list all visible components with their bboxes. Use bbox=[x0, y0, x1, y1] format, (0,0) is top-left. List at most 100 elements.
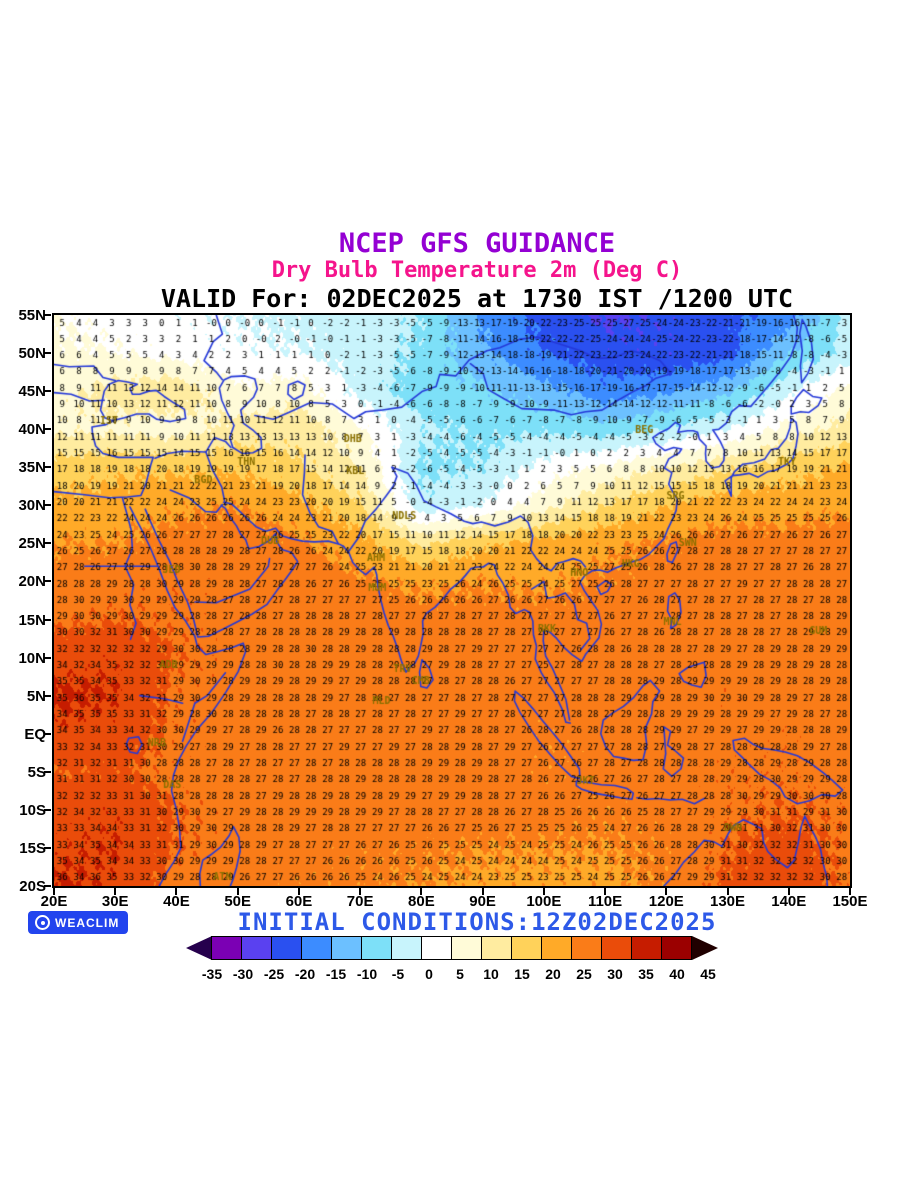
colorbar-segment bbox=[451, 936, 482, 960]
lon-tick-mark bbox=[665, 888, 668, 895]
lon-tick-mark bbox=[604, 888, 607, 895]
colorbar-tick-label: 0 bbox=[425, 966, 433, 982]
colorbar-tick-label: 45 bbox=[700, 966, 716, 982]
lat-tick-label: 5S bbox=[27, 763, 46, 781]
colorbar-segment bbox=[511, 936, 542, 960]
colorbar-tick-label: 30 bbox=[607, 966, 623, 982]
colorbar-tick-label: -10 bbox=[356, 966, 378, 982]
lat-tick-label: 40N bbox=[18, 421, 46, 439]
lat-tick-label: 55N bbox=[18, 307, 46, 324]
colorbar: -35 -30 -25 -20 -15 -10 -5 0 5 10 15 20 25 30 35 40 45 bbox=[186, 936, 734, 988]
lon-tick-mark bbox=[236, 888, 239, 895]
colorbar-segment bbox=[571, 936, 602, 960]
lon-tick-label: 50E bbox=[224, 893, 252, 910]
copyright-circle-icon bbox=[35, 915, 50, 930]
colorbar-tick-label: 20 bbox=[545, 966, 561, 982]
colorbar-below-arrow bbox=[186, 936, 212, 960]
colorbar-tick-label: 35 bbox=[638, 966, 654, 982]
lon-tick-mark bbox=[420, 888, 423, 895]
lon-tick-label: 20E bbox=[40, 893, 68, 910]
colorbar-segment bbox=[481, 936, 512, 960]
colorbar-tick-label: 15 bbox=[514, 966, 530, 982]
lat-tick-mark bbox=[44, 885, 51, 887]
lat-tick-mark bbox=[44, 466, 51, 469]
lat-tick-mark bbox=[44, 846, 51, 849]
weaclim-logo-badge: WEACLIM bbox=[28, 911, 129, 934]
lat-tick-mark bbox=[44, 732, 51, 735]
colorbar-tick-label: -20 bbox=[294, 966, 316, 982]
colorbar-tick-label: -25 bbox=[263, 966, 285, 982]
lon-tick-mark bbox=[542, 888, 545, 895]
map-plot-area bbox=[52, 313, 852, 888]
lat-tick-mark bbox=[44, 580, 51, 583]
valid-time-line: VALID For: 02DEC2025 at 1730 IST /1200 U… bbox=[160, 284, 794, 313]
chart-title: NCEP GFS GUIDANCE bbox=[338, 228, 616, 259]
lat-tick-label: 50N bbox=[18, 345, 46, 363]
lon-tick-label: 110E bbox=[587, 893, 623, 910]
lat-tick-label: 20S bbox=[19, 878, 46, 895]
lon-tick-label: 90E bbox=[469, 893, 496, 910]
lat-tick-label: 45N bbox=[18, 383, 46, 401]
lat-tick-label: 15N bbox=[18, 611, 46, 629]
colorbar-tick-label: 25 bbox=[576, 966, 592, 982]
initial-conditions-line: INITIAL CONDITIONS:12Z02DEC2025 bbox=[237, 908, 717, 936]
lat-tick-mark bbox=[44, 352, 51, 355]
lon-tick-mark bbox=[175, 888, 178, 895]
lat-tick-mark bbox=[44, 504, 51, 507]
colorbar-tick-label: 10 bbox=[483, 966, 499, 982]
lon-tick-mark bbox=[53, 888, 55, 895]
temperature-field-canvas bbox=[54, 315, 850, 886]
lat-tick-mark bbox=[44, 390, 51, 393]
lon-tick-mark bbox=[297, 888, 300, 895]
colorbar-segment bbox=[631, 936, 662, 960]
lat-tick-mark bbox=[44, 542, 51, 545]
colorbar-segment bbox=[601, 936, 632, 960]
lon-tick-mark bbox=[849, 888, 851, 895]
lat-tick-label: 10S bbox=[19, 801, 46, 819]
lat-tick-mark bbox=[44, 314, 51, 316]
lat-tick-mark bbox=[44, 808, 51, 811]
lon-tick-label: 140E bbox=[771, 893, 807, 910]
colorbar-tick-label: -15 bbox=[325, 966, 347, 982]
colorbar-segment bbox=[421, 936, 452, 960]
colorbar-tick-label: -5 bbox=[391, 966, 405, 982]
lat-tick-label: 35N bbox=[18, 459, 46, 477]
lat-tick-label: 25N bbox=[18, 535, 46, 553]
lat-tick-label: 20N bbox=[18, 573, 46, 591]
lon-tick-mark bbox=[787, 888, 790, 895]
lat-tick-label: 10N bbox=[18, 649, 46, 667]
lat-tick-mark bbox=[44, 656, 51, 659]
copyright-dot bbox=[40, 920, 45, 925]
chart-subtitle: Dry Bulb Temperature 2m (Deg C) bbox=[271, 258, 683, 283]
lon-tick-mark bbox=[114, 888, 117, 895]
lat-tick-mark bbox=[44, 694, 51, 697]
lon-tick-mark bbox=[726, 888, 729, 895]
colorbar-segment bbox=[361, 936, 392, 960]
lat-tick-label: 30N bbox=[18, 497, 46, 515]
lon-tick-label: 130E bbox=[710, 893, 746, 910]
logo-text: WEACLIM bbox=[55, 915, 120, 930]
colorbar-segment bbox=[661, 936, 692, 960]
colorbar-tick-label: -30 bbox=[232, 966, 254, 982]
colorbar-above-arrow bbox=[692, 936, 718, 960]
lat-tick-label: 5N bbox=[26, 687, 46, 705]
colorbar-segment bbox=[301, 936, 332, 960]
lon-tick-label: 80E bbox=[408, 893, 435, 910]
lon-tick-label: 100E bbox=[526, 893, 562, 910]
lon-tick-mark bbox=[481, 888, 484, 895]
lon-tick-mark bbox=[359, 888, 362, 895]
colorbar-segment bbox=[211, 936, 242, 960]
lat-tick-mark bbox=[44, 428, 51, 431]
lat-tick-mark bbox=[44, 618, 51, 621]
lon-tick-label: 30E bbox=[101, 893, 129, 910]
colorbar-segment bbox=[241, 936, 272, 960]
lat-tick-mark bbox=[44, 770, 51, 773]
colorbar-segment bbox=[541, 936, 572, 960]
colorbar-segment bbox=[331, 936, 362, 960]
lat-tick-label: EQ bbox=[24, 725, 46, 743]
lon-tick-label: 40E bbox=[163, 893, 190, 910]
colorbar-tick-label: 5 bbox=[456, 966, 464, 982]
lon-tick-label: 150E bbox=[832, 893, 868, 910]
lon-tick-label: 70E bbox=[346, 893, 374, 910]
